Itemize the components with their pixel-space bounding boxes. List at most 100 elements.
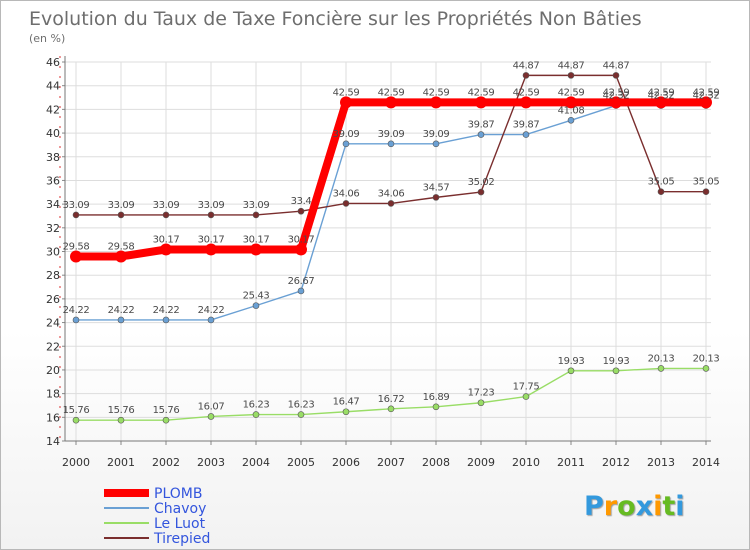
data-label: 42.32 [693, 91, 720, 102]
data-point [117, 416, 125, 424]
data-label: 42.59 [333, 87, 360, 98]
x-tick-label: 2008 [422, 456, 450, 469]
data-point [702, 365, 710, 372]
x-tick-label: 2011 [557, 456, 585, 469]
data-label: 17.75 [513, 382, 540, 393]
data-label: 19.93 [558, 356, 585, 367]
data-point [162, 316, 170, 324]
y-tick-label: 26 [46, 293, 60, 306]
data-point [387, 140, 395, 148]
data-point [250, 243, 262, 256]
data-label: 33.09 [153, 200, 180, 211]
y-tick-label: 38 [46, 151, 60, 164]
data-point [432, 403, 440, 411]
data-label: 30.17 [243, 234, 270, 245]
y-tick-label: 30 [46, 246, 60, 259]
data-label: 19.93 [603, 356, 630, 367]
data-point [610, 96, 622, 109]
data-point [72, 416, 80, 424]
data-label: 42.32 [603, 91, 630, 102]
data-point [657, 365, 665, 372]
x-tick-label: 2005 [287, 456, 315, 469]
x-tick-label: 2004 [242, 456, 270, 469]
data-point [522, 131, 530, 138]
data-point [205, 243, 217, 256]
logo-letter: o [617, 491, 636, 522]
data-label: 16.47 [333, 397, 360, 408]
logo-letter: i [675, 491, 685, 522]
data-label: 42.59 [648, 87, 675, 98]
data-label: 44.87 [603, 60, 630, 71]
data-point [72, 316, 80, 324]
y-tick-label: 34 [46, 198, 60, 211]
data-point [160, 243, 172, 256]
x-tick-label: 2010 [512, 456, 540, 469]
data-label: 33.09 [63, 200, 90, 211]
data-point [387, 200, 395, 207]
data-label: 33.09 [108, 200, 135, 211]
data-label: 16.23 [288, 400, 315, 411]
data-label: 34.57 [423, 182, 450, 193]
data-point [297, 411, 305, 418]
chart-title: Evolution du Taux de Taxe Foncière sur l… [29, 8, 642, 30]
data-label: 20.13 [693, 353, 720, 364]
data-point [522, 393, 530, 400]
data-point [297, 287, 305, 295]
x-tick-label: 2013 [647, 456, 675, 469]
data-point [297, 207, 305, 215]
y-tick-label: 20 [46, 364, 60, 377]
legend-label: Chavoy [154, 501, 206, 517]
logo-letter: t [662, 491, 676, 522]
proxiti-logo: Proxiti [584, 491, 685, 522]
data-label: 29.58 [63, 241, 90, 252]
data-label: 39.09 [333, 129, 360, 140]
series [70, 72, 712, 424]
data-label: 15.76 [153, 405, 180, 416]
y-tick-label: 42 [46, 103, 60, 116]
logo-letter: P [584, 491, 604, 522]
data-point [432, 140, 440, 148]
data-label: 41.08 [558, 105, 585, 116]
y-tick-label: 14 [46, 435, 60, 448]
data-label: 42.59 [693, 87, 720, 98]
data-label: 34.06 [378, 188, 405, 199]
data-point [342, 408, 350, 416]
y-tick-label: 24 [46, 317, 60, 330]
data-label: 39.09 [423, 129, 450, 140]
data-point [567, 72, 575, 79]
data-point [702, 188, 710, 195]
data-label: 24.22 [108, 305, 135, 316]
data-point [252, 411, 260, 418]
data-label: 39.87 [513, 120, 540, 131]
data-point [657, 188, 665, 195]
y-tick-label: 40 [46, 127, 60, 140]
data-label: 39.09 [378, 129, 405, 140]
data-label: 35.05 [693, 177, 720, 188]
data-point [162, 211, 170, 219]
data-label: 35.02 [468, 177, 495, 188]
axes: 14 16 18 20 22 24 26 28 30 32 34 36 38 40 42 44 46 2000 20… [46, 56, 720, 469]
data-label: 33.09 [198, 200, 225, 211]
legend-label: Tirepied [153, 531, 210, 547]
data-label: 44.87 [558, 60, 585, 71]
x-tick-label: 2009 [467, 456, 495, 469]
data-label: 29.58 [108, 241, 135, 252]
data-point [342, 200, 350, 207]
data-label: 30.17 [288, 234, 315, 245]
data-label: 16.23 [243, 400, 270, 411]
data-point [252, 211, 260, 219]
data-point [477, 399, 485, 407]
data-label: 33.09 [243, 200, 270, 211]
y-tick-label: 16 [46, 411, 60, 424]
x-tick-label: 2003 [197, 456, 225, 469]
x-tick-label: 2007 [377, 456, 405, 469]
y-tick-label: 28 [46, 269, 60, 282]
x-tick-label: 2014 [692, 456, 720, 469]
x-tick-label: 2000 [62, 456, 90, 469]
data-point [475, 96, 487, 109]
legend-label: PLOMB [154, 486, 202, 502]
data-label: 42.59 [603, 87, 630, 98]
